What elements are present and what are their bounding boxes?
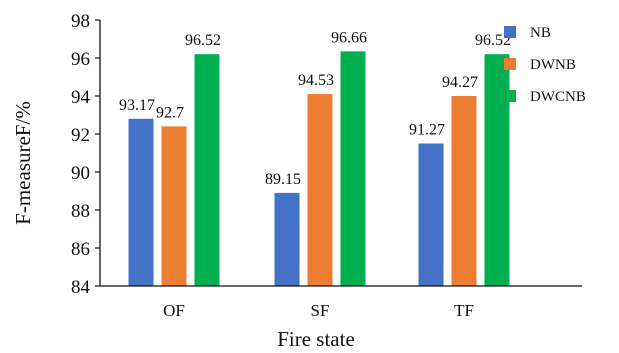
- data-label-dwcnb-tf: 96.52: [475, 32, 511, 49]
- bars: [128, 51, 510, 287]
- bar-dwnb-sf: [307, 94, 333, 286]
- data-label-dwnb-of: 92.7: [156, 104, 184, 121]
- y-tick-label: 88: [71, 201, 90, 222]
- bar-dwcnb-tf: [484, 54, 510, 287]
- bar-dwcnb-of: [194, 54, 220, 287]
- data-label-nb-sf: 89.15: [265, 171, 301, 188]
- x-tick-label: OF: [163, 301, 185, 320]
- bar-nb-tf: [418, 143, 444, 286]
- y-tick-label: 90: [71, 163, 90, 184]
- y-axis-title: F-measureF/%: [11, 101, 35, 225]
- x-axis-title: Fire state: [277, 327, 355, 351]
- legend-swatch-dwnb: [504, 58, 516, 70]
- y-tick-label: 96: [71, 49, 90, 70]
- bar-dwnb-of: [161, 126, 187, 287]
- y-tick-label: 98: [71, 11, 90, 32]
- legend-swatch-nb: [504, 26, 516, 38]
- x-axis-labels: OF SF TF: [163, 301, 474, 320]
- x-tick-label: TF: [454, 301, 474, 320]
- bar-nb-of: [128, 118, 154, 286]
- legend-label-dwcnb: DWCNB: [530, 89, 586, 105]
- data-label-dwnb-tf: 94.27: [442, 74, 478, 91]
- bar-nb-sf: [274, 192, 300, 286]
- legend: NB DWNB DWCNB: [504, 25, 586, 105]
- y-axis-ticks: 84 86 88 90 92 94 96 98: [71, 11, 100, 298]
- bar-dwnb-tf: [451, 96, 477, 286]
- legend-label-dwnb: DWNB: [530, 57, 576, 73]
- bar-dwcnb-sf: [340, 51, 366, 286]
- y-tick-label: 86: [71, 239, 90, 260]
- data-labels: 93.17 89.15 91.27 92.7 94.53 94.27 96.52 96.66 9…: [119, 29, 511, 188]
- data-label-dwcnb-of: 96.52: [185, 32, 221, 49]
- y-tick-label: 94: [71, 87, 91, 108]
- data-label-dwcnb-sf: 96.66: [331, 29, 367, 46]
- legend-label-nb: NB: [530, 25, 551, 41]
- data-label-nb-of: 93.17: [119, 97, 155, 114]
- legend-swatch-dwcnb: [504, 90, 516, 102]
- data-label-nb-tf: 91.27: [409, 122, 445, 139]
- y-tick-label: 84: [71, 277, 91, 298]
- y-tick-label: 92: [71, 125, 90, 146]
- data-label-dwnb-sf: 94.53: [298, 72, 334, 89]
- x-tick-label: SF: [311, 301, 330, 320]
